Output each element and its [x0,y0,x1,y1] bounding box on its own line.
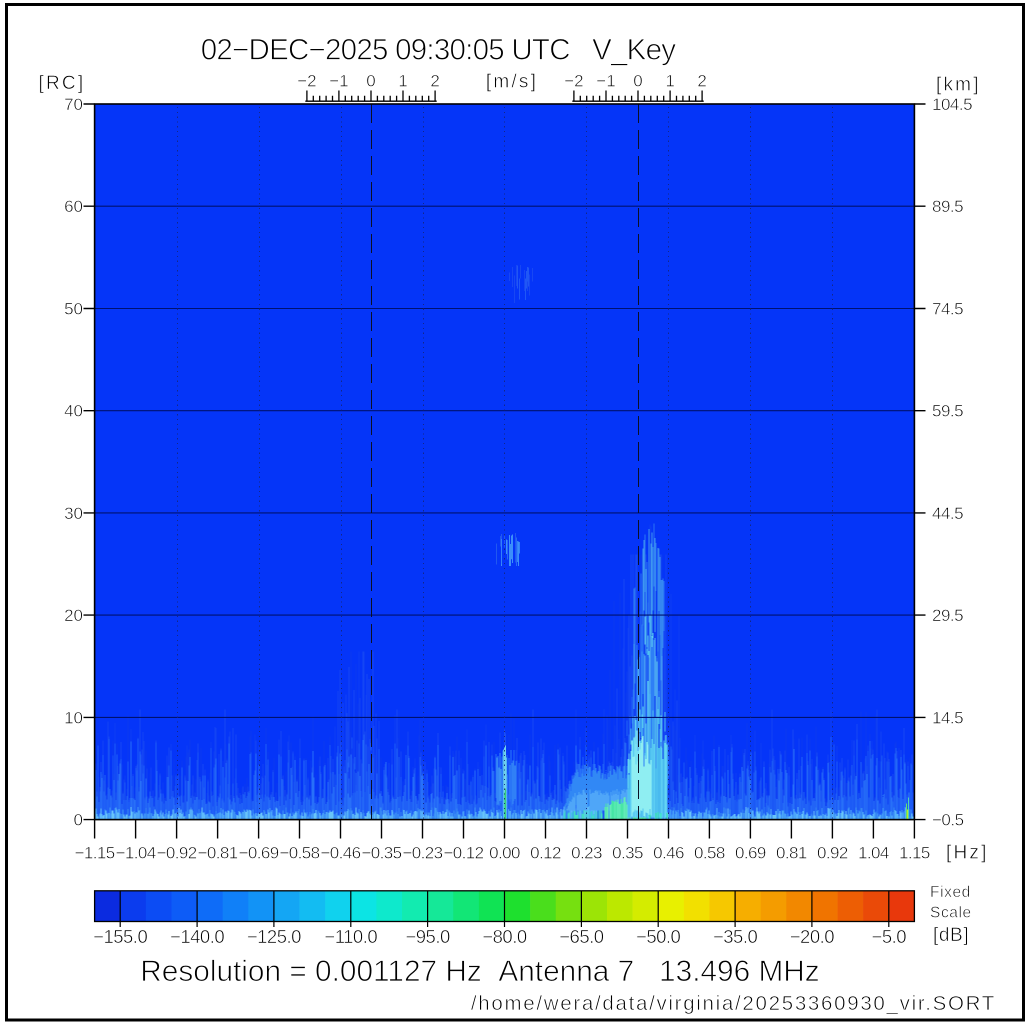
svg-text:20: 20 [64,606,83,625]
svg-text:−65.0: −65.0 [559,926,604,947]
svg-text:50: 50 [64,300,83,319]
svg-text:10: 10 [64,708,83,727]
svg-text:14.5: 14.5 [932,708,963,727]
svg-text:0: 0 [366,72,375,91]
svg-text:[Hz]: [Hz] [946,843,989,864]
svg-text:0.81: 0.81 [776,844,807,863]
svg-text:−0.23: −0.23 [402,844,442,863]
svg-text:0.92: 0.92 [817,844,848,863]
svg-text:0: 0 [633,72,642,91]
svg-text:−1.15: −1.15 [75,844,115,863]
svg-text:70: 70 [64,95,83,114]
svg-text:0.58: 0.58 [694,844,725,863]
svg-text:0.69: 0.69 [735,844,766,863]
svg-text:−0.5: −0.5 [932,811,964,830]
svg-text:59.5: 59.5 [932,402,963,421]
svg-text:44.5: 44.5 [932,504,963,523]
svg-text:−5.0: −5.0 [872,926,907,947]
svg-text:104.5: 104.5 [932,95,972,114]
svg-text:−80.0: −80.0 [482,926,527,947]
svg-text:[m/s]: [m/s] [486,72,538,93]
svg-text:−35.0: −35.0 [713,926,758,947]
svg-text:29.5: 29.5 [932,606,963,625]
svg-text:74.5: 74.5 [932,300,963,319]
svg-text:0.46: 0.46 [653,844,684,863]
svg-text:−1: −1 [596,72,615,91]
svg-text:30: 30 [64,504,83,523]
svg-text:−155.0: −155.0 [93,926,147,947]
svg-text:1: 1 [665,72,674,91]
svg-text:89.5: 89.5 [932,197,963,216]
svg-text:Scale: Scale [930,905,972,922]
svg-text:0: 0 [74,811,83,830]
svg-text:1.15: 1.15 [899,844,930,863]
svg-text:0.12: 0.12 [530,844,561,863]
svg-text:1: 1 [398,72,407,91]
svg-text:2: 2 [430,72,439,91]
svg-text:−0.58: −0.58 [279,844,319,863]
svg-text:/home/wera/data/virginia/20253: /home/wera/data/virginia/20253360930_vir… [471,992,996,1015]
svg-text:−2: −2 [297,72,316,91]
svg-text:−1: −1 [329,72,348,91]
svg-text:−125.0: −125.0 [247,926,301,947]
svg-text:−0.69: −0.69 [239,844,279,863]
svg-text:40: 40 [64,402,83,421]
svg-text:0.23: 0.23 [571,844,602,863]
svg-text:0.00: 0.00 [489,844,520,863]
svg-text:Fixed: Fixed [930,884,971,901]
svg-text:−20.0: −20.0 [790,926,835,947]
svg-text:−0.92: −0.92 [157,844,197,863]
svg-text:−0.46: −0.46 [320,844,360,863]
svg-text:1.04: 1.04 [858,844,889,863]
svg-text:−1.04: −1.04 [116,844,156,863]
svg-text:−2: −2 [564,72,583,91]
svg-text:[RC]: [RC] [39,73,86,94]
svg-text:−0.12: −0.12 [443,844,483,863]
svg-text:−95.0: −95.0 [405,926,450,947]
svg-text:−0.35: −0.35 [361,844,401,863]
svg-text:02−DEC−2025 09:30:05 UTC V_K: 02−DEC−2025 09:30:05 UTC V_Key [201,34,677,67]
svg-text:−50.0: −50.0 [636,926,681,947]
svg-text:[km]: [km] [936,75,981,96]
svg-text:60: 60 [64,197,83,216]
svg-text:−110.0: −110.0 [324,926,377,947]
svg-text:0.35: 0.35 [612,844,643,863]
svg-text:−140.0: −140.0 [170,926,224,947]
svg-text:[dB]: [dB] [933,925,969,946]
svg-text:Resolution = 0.001127 Hz Ante: Resolution = 0.001127 Hz Antenna 7 13.49… [140,955,819,988]
svg-text:2: 2 [697,72,706,91]
svg-text:−0.81: −0.81 [198,844,238,863]
